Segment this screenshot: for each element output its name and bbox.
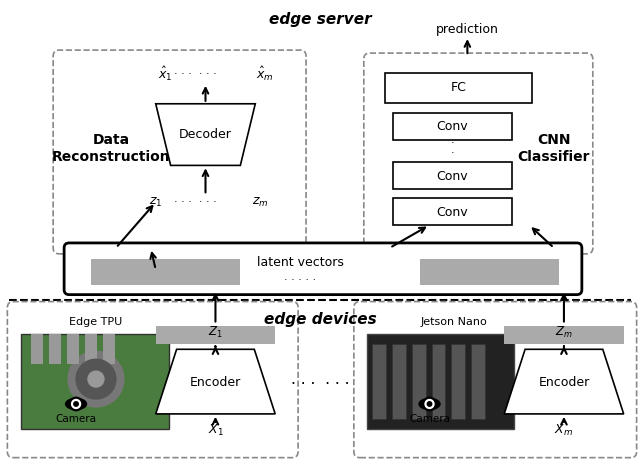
FancyBboxPatch shape [364,53,593,254]
Bar [392,344,406,419]
Text: Camera: Camera [56,414,97,424]
Text: · · · · ·: · · · · · [284,275,316,285]
Ellipse shape [419,398,441,410]
Text: Encoder: Encoder [538,376,589,389]
Bar [385,73,532,103]
Ellipse shape [420,400,438,408]
Bar [420,259,559,285]
Bar [504,326,623,344]
Text: $\hat{x}_m$: $\hat{x}_m$ [257,65,274,83]
Text: FC: FC [451,81,467,94]
Text: · · ·  · · ·: · · · · · · [174,69,217,79]
Text: edge devices: edge devices [264,312,376,327]
Text: $z_1$: $z_1$ [149,196,163,209]
Bar [471,344,485,419]
Text: $z_m$: $z_m$ [252,196,269,209]
FancyBboxPatch shape [53,50,306,254]
Circle shape [69,397,83,411]
Circle shape [76,359,116,399]
Polygon shape [156,104,255,166]
Bar [85,334,97,364]
Text: · · ·  · · ·: · · · · · · [291,377,349,392]
Text: edge server: edge server [269,12,371,27]
Bar [393,162,512,189]
Circle shape [428,402,432,406]
Polygon shape [504,349,623,414]
Text: Camera: Camera [409,414,450,424]
Circle shape [425,399,434,408]
FancyBboxPatch shape [8,302,298,458]
Text: $Z_1$: $Z_1$ [208,325,223,340]
Bar [156,326,275,344]
Circle shape [74,402,78,406]
Bar [103,334,115,364]
Text: $X_1$: $X_1$ [207,423,223,438]
Bar [91,259,241,285]
Bar [412,344,426,419]
Text: Encoder: Encoder [190,376,241,389]
Text: Conv: Conv [436,170,468,183]
Bar [21,334,169,429]
Bar [31,334,44,364]
Bar [367,334,514,429]
Bar [431,344,445,419]
FancyBboxPatch shape [354,302,637,458]
FancyBboxPatch shape [64,243,582,295]
Polygon shape [156,349,275,414]
Circle shape [423,397,436,411]
Text: · · ·  · · ·: · · · · · · [174,197,217,207]
Text: prediction: prediction [436,23,499,36]
Circle shape [72,399,81,408]
Bar [393,198,512,225]
Ellipse shape [67,400,85,408]
Bar [49,334,61,364]
Text: Decoder: Decoder [179,128,232,141]
Bar [451,344,465,419]
Bar [372,344,386,419]
Text: Conv: Conv [436,120,468,133]
Bar [393,113,512,140]
Text: Jetson Nano: Jetson Nano [421,318,488,327]
Text: Conv: Conv [436,206,468,219]
Circle shape [88,371,104,387]
Text: Edge TPU: Edge TPU [69,318,123,327]
Text: $\hat{x}_1$: $\hat{x}_1$ [158,65,173,83]
Text: ·
·: · · [451,139,454,159]
Ellipse shape [65,398,87,410]
Text: $Z_m$: $Z_m$ [555,325,573,340]
Circle shape [68,351,124,407]
Text: CNN
Classifier: CNN Classifier [518,133,590,164]
Text: latent vectors: latent vectors [257,256,344,269]
Bar [67,334,79,364]
Text: $X_m$: $X_m$ [554,423,573,438]
Text: Data
Reconstruction: Data Reconstruction [52,133,170,164]
